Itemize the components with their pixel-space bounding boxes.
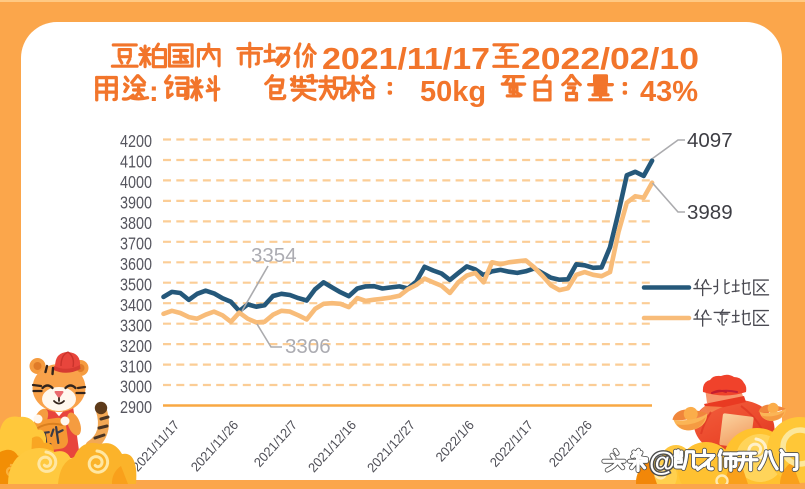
svg-text:2021/12/16: 2021/12/16 [305, 417, 359, 475]
svg-text:2022/1/17: 2022/1/17 [487, 417, 536, 470]
svg-text:3306: 3306 [285, 335, 331, 358]
svg-text:2022/1/6: 2022/1/6 [432, 417, 477, 464]
svg-text:3700: 3700 [120, 234, 152, 254]
svg-text:2021/11/26: 2021/11/26 [188, 417, 242, 474]
svg-text:3400: 3400 [120, 295, 152, 315]
svg-text:4200: 4200 [120, 132, 152, 152]
svg-text:2021/11/17: 2021/11/17 [322, 41, 490, 76]
svg-text:4000: 4000 [120, 173, 152, 193]
svg-text:2021/12/27: 2021/12/27 [364, 417, 418, 475]
svg-text:3900: 3900 [120, 193, 152, 213]
svg-text:43%: 43% [640, 76, 698, 108]
svg-text:2021/12/7: 2021/12/7 [251, 417, 300, 470]
svg-text:4097: 4097 [687, 129, 733, 152]
svg-text:3600: 3600 [120, 255, 152, 275]
svg-text:3989: 3989 [687, 201, 733, 224]
svg-text:3500: 3500 [120, 275, 152, 295]
svg-text:3000: 3000 [120, 377, 152, 397]
svg-text:2022/1/26: 2022/1/26 [546, 417, 595, 470]
svg-text:3354: 3354 [251, 244, 297, 267]
svg-text:3200: 3200 [120, 336, 152, 356]
svg-text:@: @ [649, 447, 675, 477]
svg-text:3300: 3300 [120, 316, 152, 336]
svg-text:50kg: 50kg [420, 76, 486, 108]
svg-text:3100: 3100 [120, 357, 152, 377]
svg-text:3800: 3800 [120, 214, 152, 234]
svg-text:2900: 2900 [120, 398, 152, 418]
svg-text:4100: 4100 [120, 152, 152, 172]
svg-text:2021/11/17: 2021/11/17 [129, 417, 183, 474]
svg-text::: : [149, 76, 159, 108]
svg-text:2022/02/10: 2022/02/10 [521, 41, 699, 76]
